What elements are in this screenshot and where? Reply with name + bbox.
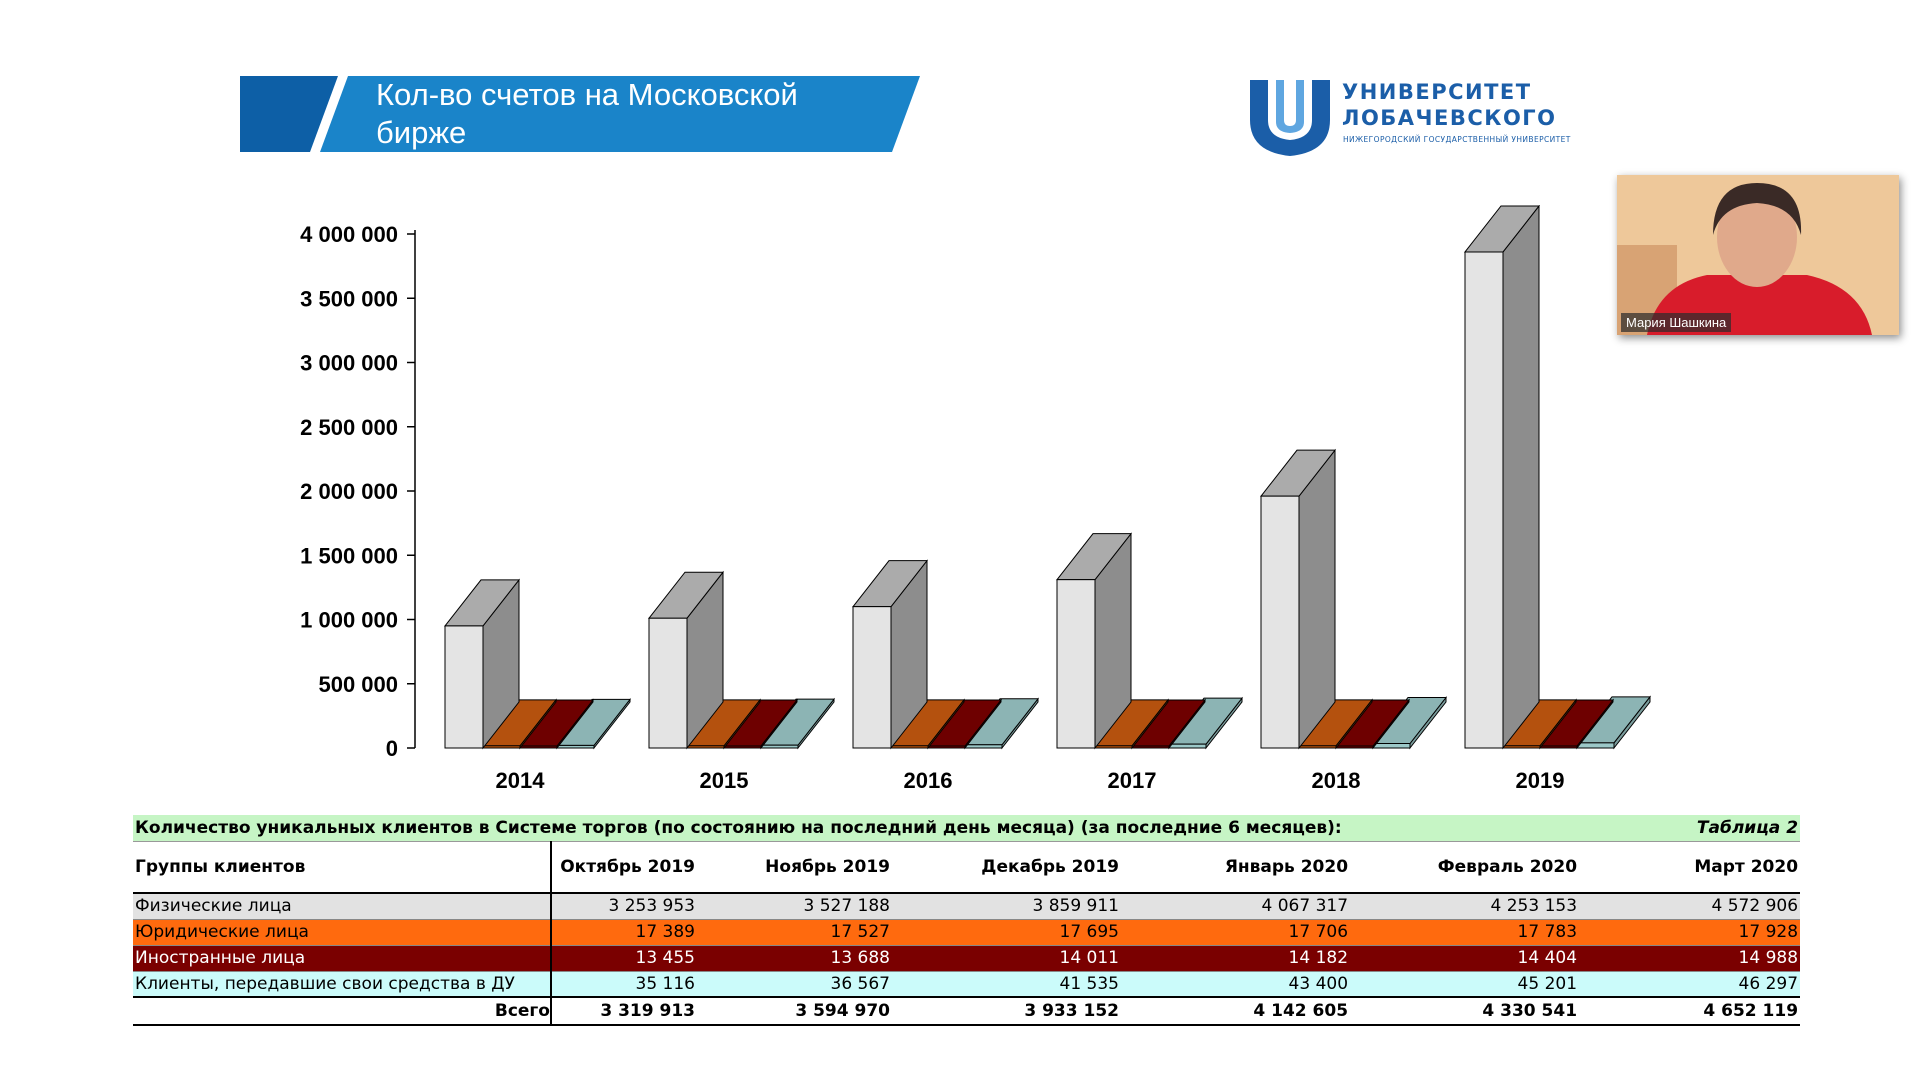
- cell: 4 253 153: [1350, 893, 1580, 920]
- cell: 14 011: [892, 945, 1121, 972]
- cell: 17 389: [551, 919, 697, 946]
- page-title: Кол-во счетов на Московской бирже: [376, 77, 798, 150]
- university-logo: УНИВЕРСИТЕТ ЛОБАЧЕВСКОГО НИЖЕГОРОДСКИЙ Г…: [1246, 76, 1570, 158]
- cell: 3 253 953: [551, 893, 697, 920]
- bar-2016-series-1: [851, 559, 929, 750]
- total-cell: 3 319 913: [551, 996, 697, 1026]
- row-label: Юридические лица: [133, 919, 552, 946]
- bar-2015-series-3: [721, 698, 799, 750]
- x-tick-label: 2019: [1516, 768, 1565, 793]
- header-month: Декабрь 2019: [892, 841, 1121, 894]
- table-total-row: Всего 3 319 913 3 594 970 3 933 152 4 14…: [133, 996, 1801, 1026]
- x-tick-label: 2015: [700, 768, 749, 793]
- logo-text-line2: ЛОБАЧЕВСКОГО: [1342, 106, 1557, 130]
- bar-2018-series-1: [1259, 448, 1337, 750]
- cell: 17 928: [1579, 919, 1801, 946]
- cell: 36 567: [697, 971, 892, 998]
- x-tick-label: 2014: [496, 768, 546, 793]
- y-tick-label: 500 000: [318, 672, 398, 697]
- total-cell: 4 330 541: [1350, 996, 1580, 1026]
- cell: 17 706: [1121, 919, 1351, 946]
- y-tick-label: 0: [386, 736, 398, 761]
- accounts-bar-chart: 0 500 000 1 000 000 1 500 000 2 000 000 2 500…: [300, 205, 1652, 793]
- table-caption: Количество уникальных клиентов в Системе…: [133, 815, 1351, 842]
- bar-2014-series-1: [443, 578, 521, 750]
- bar-2019-series-2: [1500, 698, 1578, 750]
- x-tick-label: 2018: [1312, 768, 1361, 793]
- header-group: Группы клиентов: [133, 841, 552, 894]
- bar-2018-series-2: [1296, 698, 1374, 750]
- x-tick-label: 2017: [1108, 768, 1157, 793]
- logo-text-line1: УНИВЕРСИТЕТ: [1342, 80, 1532, 104]
- logo-subtitle: НИЖЕГОРОДСКИЙ ГОСУДАРСТВЕННЫЙ УНИВЕРСИТЕ…: [1343, 135, 1571, 144]
- cell: 13 688: [697, 945, 892, 972]
- total-cell: 4 652 119: [1579, 996, 1801, 1026]
- webcam-video[interactable]: Мария Шашкина: [1617, 175, 1899, 335]
- table-caption-row: Количество уникальных клиентов в Системе…: [133, 815, 1801, 842]
- y-tick-label: 1 500 000: [300, 543, 398, 568]
- cell: 43 400: [1121, 971, 1351, 998]
- row-label: Физические лица: [133, 893, 552, 920]
- y-tick-label: 2 000 000: [300, 479, 398, 504]
- clients-table: Количество уникальных клиентов в Системе…: [133, 815, 1801, 1026]
- y-tick-label: 3 500 000: [300, 286, 398, 311]
- row-label: Клиенты, передавшие свои средства в ДУ: [133, 971, 552, 998]
- cell: 17 783: [1350, 919, 1580, 946]
- cell: 14 182: [1121, 945, 1351, 972]
- bar-2019-series-1: [1463, 205, 1541, 750]
- bar-2014-series-2: [480, 698, 558, 750]
- table-row: Иностранные лица 13 455 13 688 14 011 14…: [133, 945, 1801, 972]
- bar-2015-series-1: [647, 570, 725, 750]
- header-month: Январь 2020: [1121, 841, 1351, 894]
- cell: 41 535: [892, 971, 1121, 998]
- header-month: Март 2020: [1579, 841, 1801, 894]
- title-banner: Кол-во счетов на Московской бирже: [240, 76, 920, 152]
- cell: 4 572 906: [1579, 893, 1801, 920]
- bar-2017-series-3: [1129, 698, 1207, 750]
- cell: 13 455: [551, 945, 697, 972]
- y-tick-label: 2 500 000: [300, 415, 398, 440]
- cell: 17 527: [697, 919, 892, 946]
- bar-2016-series-4: [962, 697, 1040, 750]
- table-row: Юридические лица 17 389 17 527 17 695 17…: [133, 919, 1801, 946]
- x-tick-label: 2016: [904, 768, 953, 793]
- total-cell: 3 594 970: [697, 996, 892, 1026]
- header-month: Октябрь 2019: [551, 841, 697, 894]
- cell: 14 404: [1350, 945, 1580, 972]
- y-tick-label: 4 000 000: [300, 222, 398, 247]
- table-row: Клиенты, передавшие свои средства в ДУ 3…: [133, 971, 1801, 998]
- y-tick-label: 1 000 000: [300, 608, 398, 633]
- y-tick-label: 3 000 000: [300, 351, 398, 376]
- total-cell: 4 142 605: [1121, 996, 1351, 1026]
- cell: 46 297: [1579, 971, 1801, 998]
- table-header-row: Группы клиентов Октябрь 2019 Ноябрь 2019…: [133, 841, 1801, 894]
- bar-2014-series-3: [517, 698, 595, 750]
- cell: 4 067 317: [1121, 893, 1351, 920]
- bar-2014-series-4: [554, 697, 632, 750]
- banner-shape: [240, 76, 920, 152]
- row-label: Иностранные лица: [133, 945, 552, 972]
- cell: 3 527 188: [697, 893, 892, 920]
- cell: 35 116: [551, 971, 697, 998]
- cell: 45 201: [1350, 971, 1580, 998]
- total-label: Всего: [133, 996, 552, 1026]
- cell: 14 988: [1579, 945, 1801, 972]
- cell: 17 695: [892, 919, 1121, 946]
- shield-icon: [1250, 80, 1330, 156]
- bar-2017-series-1: [1055, 532, 1133, 750]
- bar-2018-series-3: [1333, 698, 1411, 750]
- table-row: Физические лица 3 253 953 3 527 188 3 85…: [133, 893, 1801, 920]
- header-month: Ноябрь 2019: [697, 841, 892, 894]
- participant-name: Мария Шашкина: [1621, 313, 1732, 332]
- total-cell: 3 933 152: [892, 996, 1121, 1026]
- table-number: Таблица 2: [1350, 815, 1801, 842]
- header-month: Февраль 2020: [1350, 841, 1580, 894]
- cell: 3 859 911: [892, 893, 1121, 920]
